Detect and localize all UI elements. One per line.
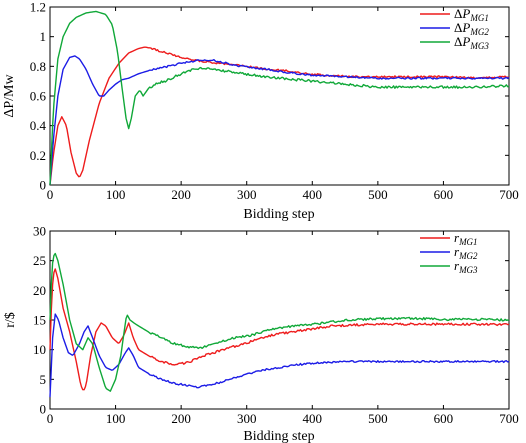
legend-label: rMG3 bbox=[454, 258, 478, 275]
x-tick-label: 100 bbox=[106, 411, 126, 426]
legend-label-main: ΔP bbox=[454, 34, 470, 49]
series-group bbox=[49, 252, 510, 398]
x-tick-label: 100 bbox=[106, 187, 126, 202]
legend-label-sub: MG3 bbox=[469, 41, 489, 51]
series-line-mg2 bbox=[49, 55, 510, 186]
x-tick-label: 400 bbox=[303, 411, 323, 426]
x-tick-label: 300 bbox=[237, 411, 257, 426]
x-tick-label: 200 bbox=[171, 411, 191, 426]
y-axis-label: r/$ bbox=[3, 312, 18, 328]
x-tick-label: 200 bbox=[171, 187, 191, 202]
legend-label: ΔPMG3 bbox=[454, 34, 489, 51]
series-line-mg1 bbox=[49, 268, 510, 391]
legend-label-sub: MG1 bbox=[469, 13, 489, 23]
axis-ticks: 0 100 200 300 400 500 600 700 0 5 10 15 20 25 30 bbox=[33, 224, 519, 427]
legend-label-symbol: P bbox=[461, 34, 470, 49]
legend-label-sub: MG1 bbox=[458, 237, 478, 247]
legend-label-sub: MG2 bbox=[458, 251, 478, 261]
legend-label-delta: Δ bbox=[454, 20, 462, 35]
y-tick-label: 30 bbox=[33, 224, 46, 239]
series-line-mg3 bbox=[49, 252, 510, 392]
y-tick-label: 1.2 bbox=[30, 0, 46, 15]
x-axis-label: Bidding step bbox=[243, 429, 314, 443]
x-tick-label: 400 bbox=[303, 187, 323, 202]
x-tick-label: 700 bbox=[499, 187, 519, 202]
y-tick-label: 1 bbox=[40, 29, 47, 44]
legend-label-delta: Δ bbox=[454, 6, 462, 21]
axis-ticks: 0 100 200 300 400 500 600 700 0 0.2 0.4 0.6 0.8 1 1.2 bbox=[30, 0, 519, 202]
legend-label-delta: Δ bbox=[454, 34, 462, 49]
legend-label-main: ΔP bbox=[454, 6, 470, 21]
chart-panel-price: 0 100 200 300 400 500 600 700 0 5 10 15 20 25 30 Biddi… bbox=[3, 224, 519, 443]
y-tick-label: 5 bbox=[40, 372, 47, 387]
series-group bbox=[49, 10, 510, 186]
y-axis-label: ΔP/Mw bbox=[2, 73, 17, 117]
x-tick-label: 700 bbox=[499, 411, 519, 426]
x-tick-label: 500 bbox=[368, 187, 388, 202]
x-axis-label: Bidding step bbox=[243, 207, 314, 222]
y-tick-label: 0.8 bbox=[30, 59, 46, 74]
series-line-mg1 bbox=[49, 46, 510, 186]
y-tick-label: 10 bbox=[33, 342, 46, 357]
x-tick-label: 0 bbox=[47, 187, 54, 202]
legend-label: ΔPMG1 bbox=[454, 6, 489, 23]
legend-label-symbol: P bbox=[461, 20, 470, 35]
legend-label-main: r bbox=[454, 244, 460, 259]
legend-label-main: ΔP bbox=[454, 20, 470, 35]
legend-label-symbol: P bbox=[461, 6, 470, 21]
series-line-mg3 bbox=[49, 10, 510, 186]
x-tick-label: 500 bbox=[368, 411, 388, 426]
plot-frame bbox=[49, 6, 510, 186]
series-line-mg2 bbox=[49, 313, 510, 398]
chart-panel-power: 0 100 200 300 400 500 600 70000.20.40.60.811.2 … bbox=[2, 0, 519, 222]
y-tick-label: 0 bbox=[40, 402, 47, 417]
y-tick-label: 0.6 bbox=[30, 89, 47, 104]
legend-label-main: r bbox=[454, 230, 460, 245]
legend-label-main: r bbox=[454, 258, 460, 273]
legend-label: rMG1 bbox=[454, 230, 478, 247]
y-tick-label: 0.2 bbox=[30, 148, 46, 163]
legend-label-sub: MG3 bbox=[458, 265, 478, 275]
legend-label: rMG2 bbox=[454, 244, 478, 261]
y-tick-label: 25 bbox=[33, 253, 46, 268]
x-tick-label: 600 bbox=[434, 187, 454, 202]
y-tick-label: 0 bbox=[40, 178, 47, 193]
y-tick-label: 15 bbox=[33, 313, 46, 328]
legend-label-sub: MG2 bbox=[469, 27, 489, 37]
legend-label: ΔPMG2 bbox=[454, 20, 489, 37]
x-tick-label: 600 bbox=[434, 411, 454, 426]
x-tick-label: 300 bbox=[237, 187, 257, 202]
y-tick-label: 20 bbox=[33, 283, 46, 298]
x-tick-label: 0 bbox=[47, 411, 54, 426]
y-tick-label: 0.4 bbox=[30, 118, 47, 133]
